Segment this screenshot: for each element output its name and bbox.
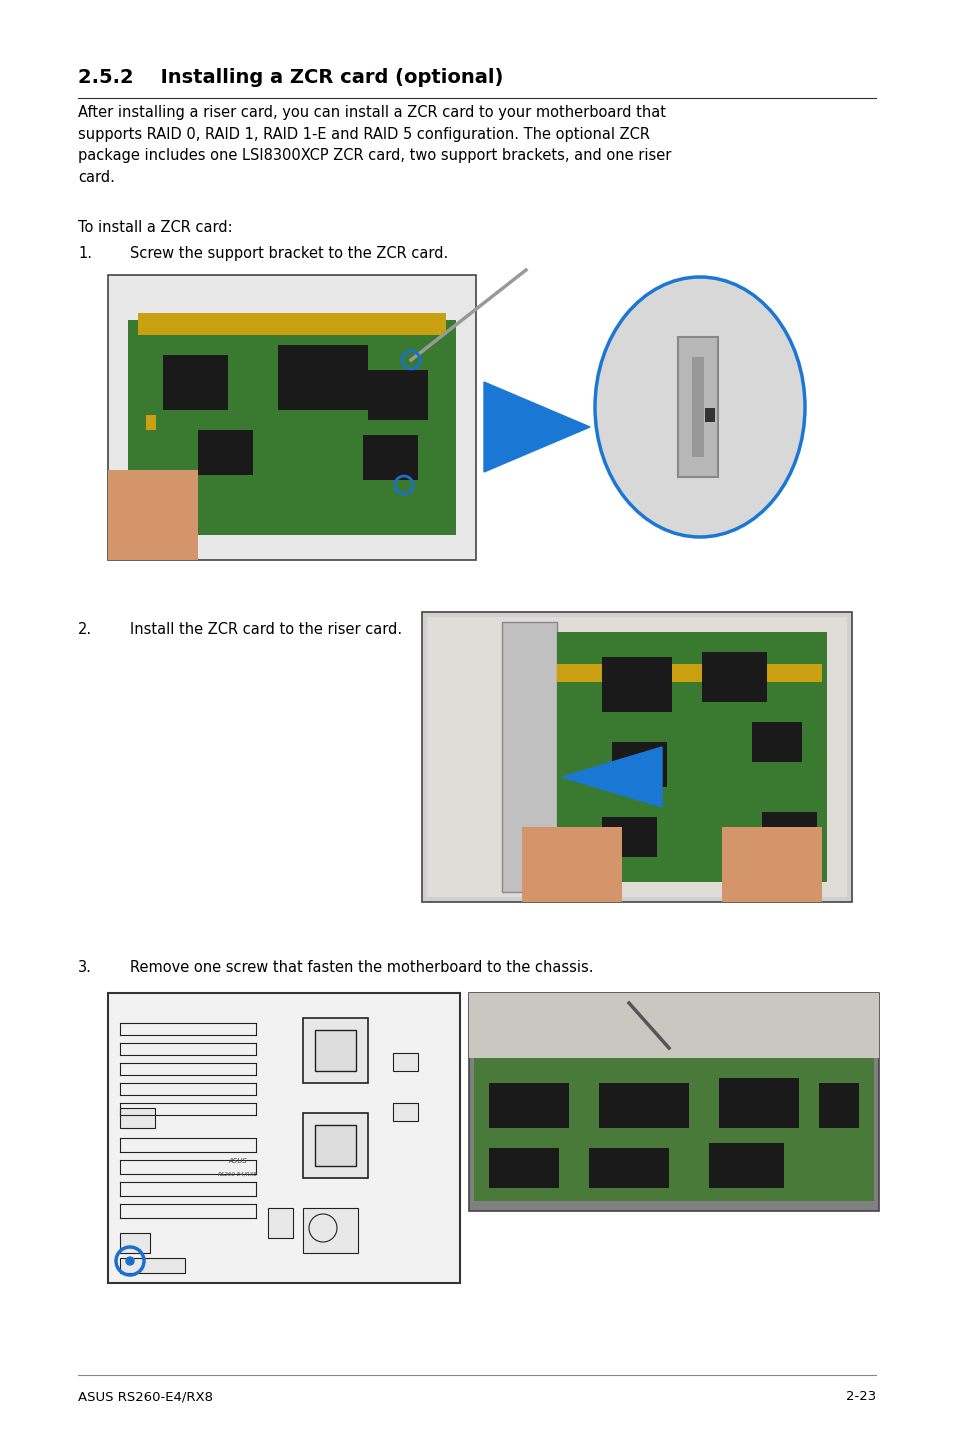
FancyBboxPatch shape: [469, 994, 878, 1058]
FancyBboxPatch shape: [314, 1030, 355, 1071]
Polygon shape: [483, 383, 589, 472]
FancyBboxPatch shape: [474, 1058, 873, 1201]
Ellipse shape: [309, 1214, 336, 1242]
FancyBboxPatch shape: [393, 1103, 417, 1122]
FancyBboxPatch shape: [557, 664, 821, 682]
FancyBboxPatch shape: [818, 1083, 858, 1127]
FancyBboxPatch shape: [719, 1078, 799, 1127]
Text: 2.5.2    Installing a ZCR card (optional): 2.5.2 Installing a ZCR card (optional): [78, 68, 503, 88]
FancyBboxPatch shape: [598, 1083, 688, 1127]
FancyBboxPatch shape: [751, 722, 801, 762]
FancyBboxPatch shape: [198, 430, 253, 475]
Text: Install the ZCR card to the riser card.: Install the ZCR card to the riser card.: [130, 623, 402, 637]
FancyBboxPatch shape: [489, 1148, 558, 1188]
FancyBboxPatch shape: [704, 408, 714, 421]
FancyBboxPatch shape: [120, 1109, 154, 1127]
FancyBboxPatch shape: [557, 631, 826, 881]
Text: ASUS RS260-E4/RX8: ASUS RS260-E4/RX8: [78, 1391, 213, 1403]
FancyBboxPatch shape: [120, 1258, 185, 1273]
FancyBboxPatch shape: [601, 657, 671, 712]
FancyBboxPatch shape: [708, 1143, 783, 1188]
FancyBboxPatch shape: [128, 321, 456, 535]
FancyBboxPatch shape: [303, 1113, 368, 1178]
FancyBboxPatch shape: [120, 1232, 150, 1252]
Text: Remove one screw that fasten the motherboard to the chassis.: Remove one screw that fasten the motherb…: [130, 961, 593, 975]
FancyBboxPatch shape: [701, 651, 766, 702]
FancyBboxPatch shape: [761, 812, 816, 851]
FancyBboxPatch shape: [314, 1125, 355, 1166]
FancyBboxPatch shape: [427, 617, 846, 897]
FancyBboxPatch shape: [108, 470, 198, 559]
Text: After installing a riser card, you can install a ZCR card to your motherboard th: After installing a riser card, you can i…: [78, 105, 671, 186]
FancyBboxPatch shape: [601, 817, 657, 857]
Text: 1.: 1.: [78, 246, 91, 262]
Text: To install a ZCR card:: To install a ZCR card:: [78, 220, 233, 234]
FancyBboxPatch shape: [108, 275, 476, 559]
FancyBboxPatch shape: [588, 1148, 668, 1188]
Text: RS260-E4/RX8: RS260-E4/RX8: [218, 1171, 257, 1176]
FancyBboxPatch shape: [501, 623, 557, 892]
FancyBboxPatch shape: [612, 742, 666, 787]
Text: 2.: 2.: [78, 623, 92, 637]
Text: ASUS: ASUS: [229, 1158, 247, 1163]
Text: Screw the support bracket to the ZCR card.: Screw the support bracket to the ZCR car…: [130, 246, 448, 262]
Circle shape: [126, 1257, 133, 1265]
FancyBboxPatch shape: [163, 355, 228, 410]
FancyBboxPatch shape: [721, 827, 821, 902]
Text: 2-23: 2-23: [845, 1391, 875, 1403]
FancyBboxPatch shape: [691, 357, 703, 457]
FancyBboxPatch shape: [277, 345, 368, 410]
Ellipse shape: [595, 278, 804, 536]
FancyBboxPatch shape: [303, 1018, 368, 1083]
FancyBboxPatch shape: [469, 994, 878, 1211]
FancyBboxPatch shape: [303, 1208, 357, 1252]
FancyBboxPatch shape: [138, 313, 446, 335]
FancyBboxPatch shape: [489, 1083, 568, 1127]
FancyBboxPatch shape: [108, 994, 459, 1283]
FancyBboxPatch shape: [521, 827, 621, 902]
FancyBboxPatch shape: [268, 1208, 293, 1238]
FancyBboxPatch shape: [146, 416, 156, 430]
Text: 3.: 3.: [78, 961, 91, 975]
FancyBboxPatch shape: [363, 436, 417, 480]
FancyBboxPatch shape: [368, 370, 428, 420]
FancyBboxPatch shape: [421, 613, 851, 902]
Polygon shape: [561, 746, 661, 807]
FancyBboxPatch shape: [678, 336, 718, 477]
FancyBboxPatch shape: [393, 1053, 417, 1071]
